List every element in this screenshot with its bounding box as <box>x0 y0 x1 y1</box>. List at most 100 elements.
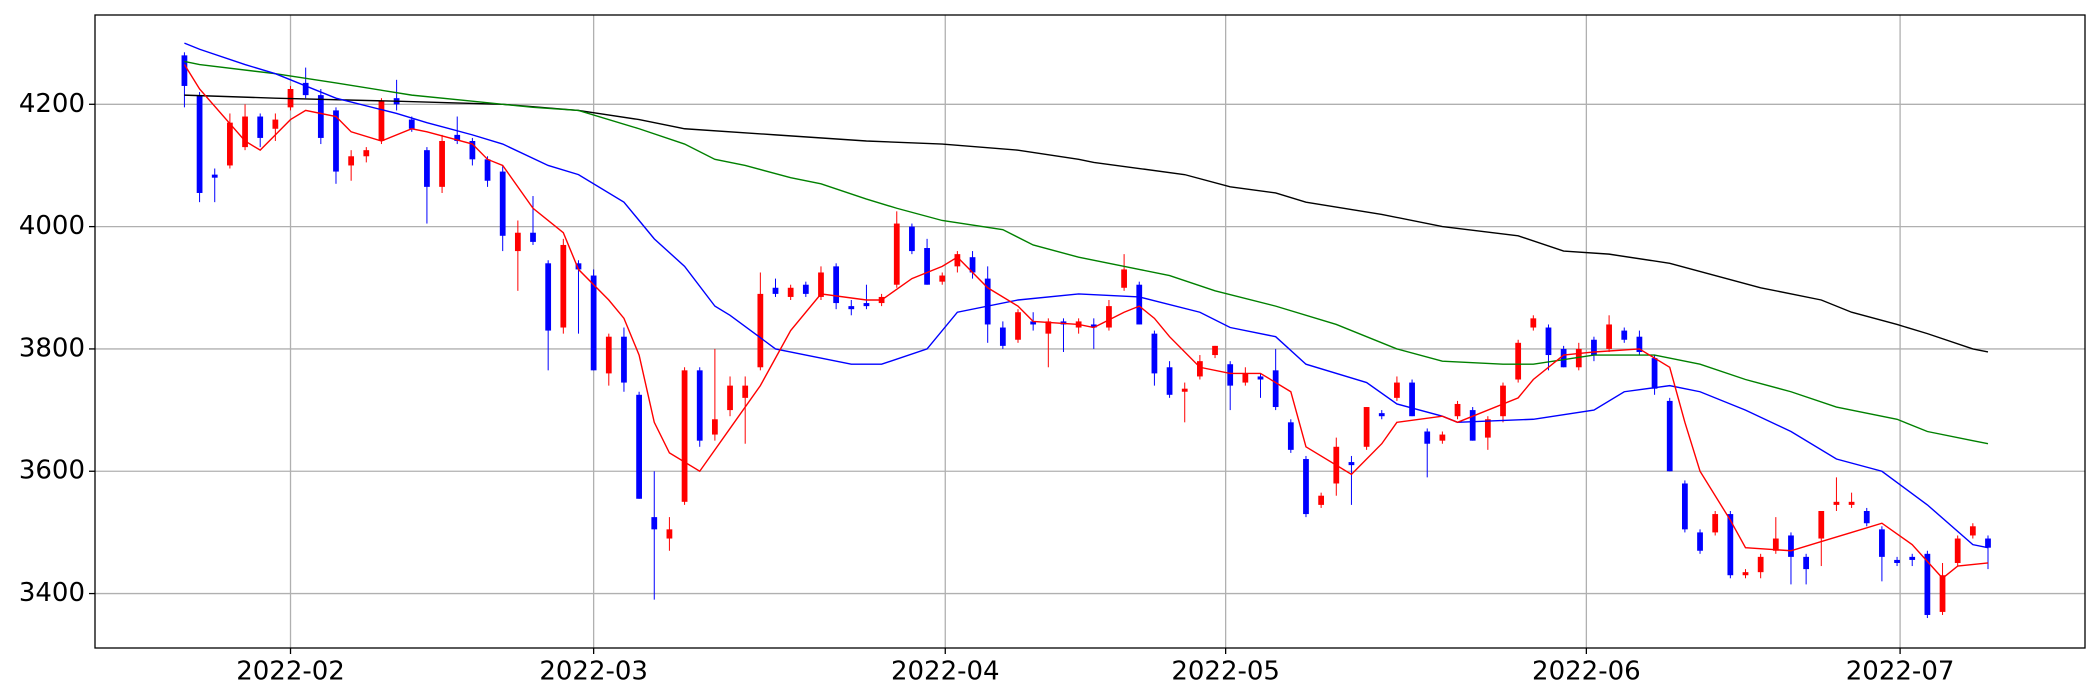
candle-body <box>424 150 430 187</box>
candle-body <box>1469 410 1476 441</box>
candle-body <box>1515 342 1522 380</box>
candle-body <box>514 232 521 252</box>
candle-body <box>924 248 930 285</box>
candle-body <box>984 278 991 325</box>
candle-body <box>621 336 627 383</box>
candle-body <box>1818 511 1825 539</box>
candle-body <box>302 82 309 96</box>
x-tick-label: 2022-02 <box>236 657 345 687</box>
candle-body <box>469 140 476 160</box>
candle-body <box>181 55 188 86</box>
candle-body <box>1272 370 1279 408</box>
candle-body <box>499 171 506 236</box>
y-tick-label: 3400 <box>19 578 85 608</box>
candle-body <box>1727 514 1734 576</box>
candle-body <box>1924 553 1931 615</box>
x-tick-label: 2022-03 <box>539 657 648 687</box>
candle-body <box>575 263 582 270</box>
candle-body <box>757 293 764 368</box>
candle-body <box>1212 345 1218 356</box>
candle-body <box>484 159 491 181</box>
candle-body <box>1409 382 1415 417</box>
candle-body <box>893 223 900 285</box>
candle-body <box>681 370 688 502</box>
candle-body <box>802 284 809 294</box>
candle-body <box>1287 422 1294 450</box>
moving-average-line <box>184 42 1989 549</box>
moving-average-line <box>183 64 1989 580</box>
candle-body <box>1969 526 1976 536</box>
candle-body <box>1681 483 1688 530</box>
candle-body <box>348 156 355 166</box>
candle-body <box>227 122 233 166</box>
candle-body <box>1712 514 1719 533</box>
candle-body <box>1242 373 1249 383</box>
candle-body <box>1121 269 1127 288</box>
candle-body <box>1772 538 1779 551</box>
candle-body <box>848 306 855 310</box>
candle-body <box>1848 501 1855 505</box>
y-tick-label: 4000 <box>19 211 85 241</box>
candle-body <box>696 370 703 441</box>
candle-body <box>999 327 1006 346</box>
candle-body <box>1863 511 1870 524</box>
candle-body <box>1424 431 1431 444</box>
candle-body <box>712 419 718 435</box>
candle-body <box>1318 495 1325 505</box>
candle-body <box>1030 321 1037 325</box>
candles <box>181 42 1991 619</box>
x-tick-label: 2022-07 <box>1846 657 1955 687</box>
candle-body <box>1303 459 1309 515</box>
candle-body <box>454 134 461 141</box>
candle-body <box>333 110 339 172</box>
candle-body <box>969 257 976 273</box>
candle-body <box>1530 318 1537 328</box>
candle-body <box>833 266 840 304</box>
candle-body <box>605 336 612 374</box>
candle-body <box>1879 529 1885 557</box>
candle-body <box>363 150 370 157</box>
candle-body <box>545 263 552 331</box>
candle-body <box>1181 388 1188 392</box>
y-tick-label: 4200 <box>19 89 85 119</box>
candle-body <box>1197 361 1203 377</box>
candle-body <box>787 287 794 297</box>
x-tick-label: 2022-04 <box>891 657 1000 687</box>
moving-average-line <box>184 94 1989 353</box>
candle-body <box>272 119 279 129</box>
candle-body <box>954 254 961 267</box>
y-tick-label: 3800 <box>19 333 85 363</box>
candle-body <box>560 244 567 328</box>
candle-body <box>196 95 203 193</box>
candle-body <box>1454 403 1461 417</box>
candle-body <box>1166 367 1173 395</box>
moving-average-line <box>184 60 1989 445</box>
candle-body <box>1090 324 1097 328</box>
candle-body <box>211 174 218 178</box>
candle-body <box>1606 324 1612 349</box>
candle-body <box>1500 385 1506 417</box>
candle-body <box>863 303 870 307</box>
candle-body <box>772 287 779 294</box>
candle-body <box>1136 284 1143 325</box>
candle-body <box>636 394 642 499</box>
candle-body <box>1894 559 1900 563</box>
candle-body <box>1045 321 1052 334</box>
candle-body <box>727 385 733 411</box>
y-tick-label: 3600 <box>19 456 85 486</box>
candle-body <box>1378 413 1385 417</box>
candle-body <box>1348 462 1355 466</box>
candle-body <box>257 116 264 138</box>
candle-body <box>378 101 385 141</box>
candle-body <box>1545 327 1552 356</box>
candle-body <box>1788 535 1794 557</box>
candle-body <box>1939 575 1946 612</box>
candle-body <box>1015 312 1021 340</box>
candle-body <box>666 529 673 539</box>
candle-body <box>1954 538 1961 563</box>
candle-body <box>1394 382 1400 398</box>
candle-body <box>1651 358 1658 389</box>
candle-body <box>1697 532 1703 551</box>
candle-body <box>1985 538 1991 548</box>
